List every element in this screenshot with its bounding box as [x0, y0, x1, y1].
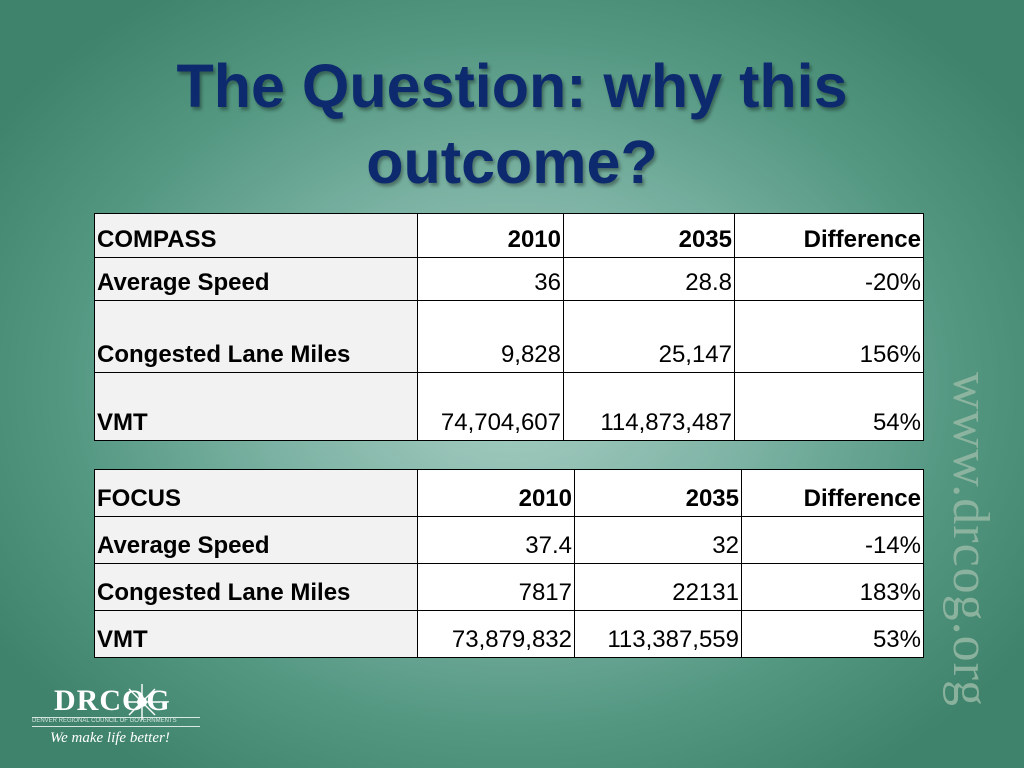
table-cell: 73,879,832 [417, 610, 575, 658]
table-cell: 2035 [574, 469, 742, 517]
table-cell: 32 [574, 516, 742, 564]
table-cell: 36 [417, 257, 564, 301]
table-cell: Average Speed [94, 257, 418, 301]
table-cell: 2035 [563, 213, 735, 258]
title-line-2: outcome? [366, 128, 658, 196]
compass-table: COMPASS 2010 2035 Difference Average Spe… [94, 213, 924, 441]
table-cell: 2010 [417, 469, 575, 517]
table-header-row: COMPASS 2010 2035 Difference [94, 213, 924, 258]
logo-divider [32, 726, 200, 727]
logo-divider [32, 717, 200, 718]
table-cell: Congested Lane Miles [94, 563, 418, 611]
title-line-1: The Question: why this [176, 52, 848, 120]
table-cell: VMT [94, 372, 418, 441]
table-cell: VMT [94, 610, 418, 658]
table-cell: 156% [734, 300, 924, 373]
table-cell: -20% [734, 257, 924, 301]
table-cell: 9,828 [417, 300, 564, 373]
table-row: Average Speed 37.4 32 -14% [94, 516, 924, 564]
table-cell: 25,147 [563, 300, 735, 373]
table-header-row: FOCUS 2010 2035 Difference [94, 469, 924, 517]
logo-name: DRCOG [54, 684, 171, 717]
slide-title: The Question: why this outcome? [0, 48, 1024, 200]
logo-subtitle: DENVER REGIONAL COUNCIL OF GOVERNMENTS [32, 718, 177, 724]
table-cell: 28.8 [563, 257, 735, 301]
table-cell: Congested Lane Miles [94, 300, 418, 373]
table-cell: Average Speed [94, 516, 418, 564]
table-cell: Difference [734, 213, 924, 258]
website-watermark: www.drcog.org [942, 372, 999, 708]
table-row: Average Speed 36 28.8 -20% [94, 257, 924, 301]
table-cell: 37.4 [417, 516, 575, 564]
table-cell: 7817 [417, 563, 575, 611]
focus-table: FOCUS 2010 2035 Difference Average Speed… [94, 469, 924, 658]
table-cell: -14% [741, 516, 924, 564]
table-row: Congested Lane Miles 7817 22131 183% [94, 563, 924, 611]
table-cell: 54% [734, 372, 924, 441]
drcog-logo: DRCOG DENVER REGIONAL COUNCIL OF GOVERNM… [28, 682, 203, 754]
table-cell: 113,387,559 [574, 610, 742, 658]
table-row: VMT 73,879,832 113,387,559 53% [94, 610, 924, 658]
table-cell: COMPASS [94, 213, 418, 258]
table-cell: 74,704,607 [417, 372, 564, 441]
table-cell: 183% [741, 563, 924, 611]
table-cell: 114,873,487 [563, 372, 735, 441]
logo-tagline: We make life better! [50, 730, 170, 746]
table-cell: FOCUS [94, 469, 418, 517]
table-cell: Difference [741, 469, 924, 517]
table-row: VMT 74,704,607 114,873,487 54% [94, 372, 924, 441]
table-cell: 53% [741, 610, 924, 658]
table-cell: 22131 [574, 563, 742, 611]
table-row: Congested Lane Miles 9,828 25,147 156% [94, 300, 924, 373]
starburst-icon [124, 684, 160, 720]
table-cell: 2010 [417, 213, 564, 258]
